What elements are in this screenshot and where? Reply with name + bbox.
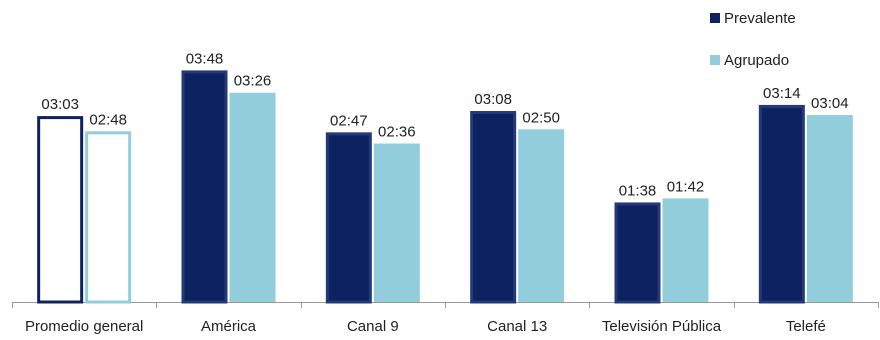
data-label-prevalente: 03:08 — [474, 91, 512, 108]
bar-agrupado — [373, 143, 420, 302]
legend-item-agrupado: Agrupado — [710, 48, 870, 72]
bar-agrupado — [518, 129, 565, 302]
bar-prevalente — [470, 111, 517, 304]
data-label-prevalente: 03:48 — [186, 50, 224, 67]
legend-item-prevalente: Prevalente — [710, 6, 870, 30]
bar-agrupado — [662, 198, 709, 302]
data-label-agrupado: 03:26 — [234, 73, 272, 90]
data-label-agrupado: 02:50 — [522, 109, 560, 126]
chart-bars — [37, 70, 853, 304]
bar-agrupado — [85, 131, 132, 304]
category-label: Televisión Pública — [602, 318, 722, 335]
category-label: América — [201, 318, 257, 335]
chart-legend: Prevalente Agrupado — [710, 6, 870, 90]
category-label: Telefé — [786, 318, 826, 335]
category-label: Promedio general — [25, 318, 143, 335]
category-label: Canal 9 — [347, 318, 399, 335]
bar-prevalente — [325, 132, 372, 304]
data-label-prevalente: 01:38 — [619, 182, 657, 199]
category-label: Canal 13 — [487, 318, 547, 335]
bar-agrupado — [229, 92, 276, 302]
data-label-agrupado: 01:42 — [667, 178, 705, 195]
chart-data-labels: 03:03 02:48 03:48 03:26 02:47 02:36 03:08 02:50… — [41, 50, 848, 199]
bar-prevalente — [181, 70, 228, 304]
legend-swatch-prevalente — [710, 13, 720, 23]
data-label-agrupado: 02:36 — [378, 124, 416, 141]
chart-category-labels: Promedio general América Canal 9 Canal 13 Te… — [25, 318, 826, 335]
bar-prevalente — [758, 104, 805, 304]
data-label-prevalente: 02:47 — [330, 112, 368, 129]
data-label-prevalente: 03:14 — [763, 85, 801, 102]
bar-agrupado — [806, 115, 853, 302]
legend-swatch-agrupado — [710, 55, 720, 65]
data-label-agrupado: 03:04 — [811, 95, 849, 112]
bar-prevalente — [37, 116, 84, 304]
bar-prevalente — [614, 202, 661, 304]
data-label-agrupado: 02:48 — [89, 111, 127, 128]
chart-axes — [12, 302, 879, 308]
data-label-prevalente: 03:03 — [41, 96, 79, 113]
legend-label-agrupado: Agrupado — [724, 51, 790, 69]
legend-label-prevalente: Prevalente — [724, 9, 796, 27]
